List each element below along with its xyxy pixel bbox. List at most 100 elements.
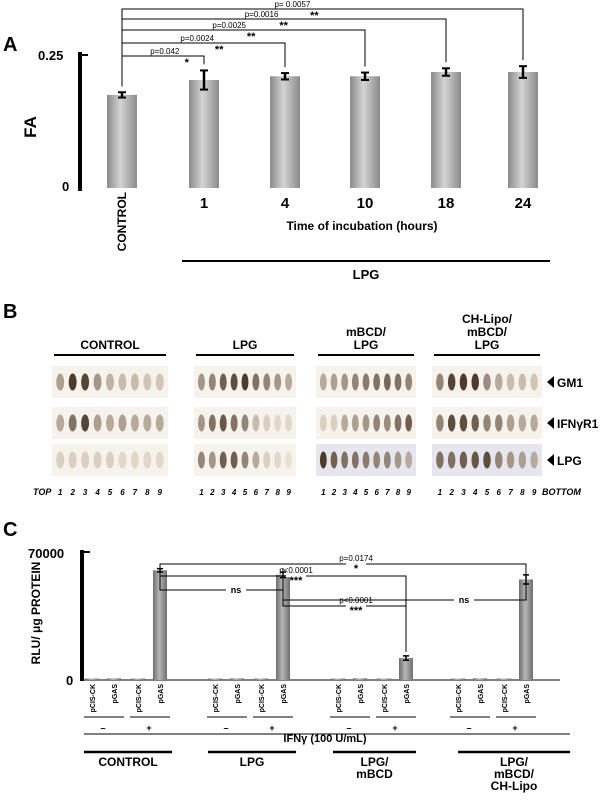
- panel-a-xtick: 10: [357, 195, 374, 212]
- panel-b-dot: [383, 373, 391, 391]
- panel-b-dot: [471, 451, 479, 469]
- panel-b-dot: [56, 451, 65, 469]
- panel-c: C RLU/ μg PROTEIN 70000 0 p=0.0174* p<0.0…: [3, 519, 570, 793]
- panel-b-dot: [106, 451, 114, 469]
- panel-a-sig-stars: **: [310, 10, 319, 22]
- panel-a-xtick: 4: [281, 195, 290, 212]
- panel-c-sig-stars: ns: [231, 585, 242, 595]
- panel-b-fraction: 7: [508, 488, 513, 497]
- panel-a-ytick-top: 0.25: [38, 48, 63, 63]
- panel-b-dot: [241, 451, 249, 469]
- panel-b-dot: [341, 451, 349, 469]
- panel-c-ifn-plus: +: [146, 723, 151, 733]
- panel-a-sig-pvalue: p=0.0025: [212, 21, 246, 30]
- panel-b-fraction: 4: [472, 488, 478, 497]
- panel-a-sig-stars: **: [247, 31, 256, 43]
- panel-b-dot: [130, 414, 139, 432]
- panel-b-dot: [81, 414, 90, 432]
- panel-a-bar: [107, 94, 137, 188]
- panel-c-bar: [331, 678, 345, 680]
- panel-c-bar: [473, 678, 487, 680]
- panel-b-dot: [241, 373, 249, 391]
- panel-b-fraction: 8: [520, 488, 525, 497]
- panel-c-treatment-label: IFNγ (100 U/mL): [283, 733, 366, 745]
- panel-b-fraction: 3: [83, 488, 88, 497]
- panel-b-dot: [93, 373, 102, 391]
- panel-c-xtick: pCIS-CK: [456, 684, 463, 712]
- panel-b-dot: [447, 451, 456, 469]
- panel-a-y-axis: [78, 52, 82, 191]
- panel-b-dot: [495, 414, 503, 432]
- panel-c-sig-pvalue: p=0.0174: [339, 554, 373, 563]
- panel-a-bars: [107, 65, 538, 188]
- panel-c-bar: [107, 678, 121, 680]
- panel-c-sig-gap: [346, 563, 366, 565]
- panel-c-group-label: CONTROL: [98, 755, 157, 769]
- panel-c-xtick: pGAS: [478, 684, 485, 704]
- panel-b-fraction: 1: [438, 488, 443, 497]
- panel-b-fraction: 2: [69, 488, 75, 497]
- panel-b-row-arrow: [547, 376, 554, 388]
- panel-a-bar: [350, 76, 380, 188]
- panel-b-row-labels: GM1 IFNγR1 LPG: [547, 376, 599, 468]
- panel-c-group-label: CH-Lipo: [491, 779, 538, 793]
- panel-c-xtick: pGAS: [158, 684, 165, 704]
- panel-c-sig-bracket: [282, 568, 527, 601]
- panel-b-dot: [285, 373, 293, 391]
- panel-a-xtick: 24: [515, 195, 532, 212]
- panel-c-bar: [85, 678, 99, 680]
- panel-c-bar: [451, 678, 465, 680]
- panel-b-dot: [68, 451, 77, 469]
- panel-b-dot: [351, 414, 359, 432]
- panel-b-fraction: 5: [243, 488, 248, 497]
- panel-b-fraction: 4: [94, 488, 100, 497]
- panel-b-dot: [81, 373, 90, 391]
- panel-b-fraction: 5: [108, 488, 113, 497]
- panel-a-bar: [508, 72, 538, 188]
- panel-b-row-arrow: [547, 454, 554, 466]
- panel-b-fraction: 3: [342, 488, 347, 497]
- panel-b-dot: [447, 414, 456, 432]
- panel-b-dot: [263, 373, 271, 391]
- panel-a-sig-bracket: [121, 29, 366, 87]
- panel-b-fraction: 2: [331, 488, 337, 497]
- panel-c-group-label: mBCD: [356, 767, 393, 781]
- panel-c-bar: [497, 678, 511, 680]
- panel-a-sig-stars: **: [215, 44, 224, 56]
- panel-c-bar: [399, 658, 413, 680]
- panel-b-label: B: [3, 301, 17, 323]
- panel-b-dot: [447, 373, 456, 391]
- panel-c-ifn-plus: +: [512, 723, 517, 733]
- panel-c-sig-stars: ns: [459, 595, 470, 605]
- panel-b-dot: [56, 373, 65, 391]
- panel-b-dot: [143, 451, 152, 469]
- panel-a-bar: [431, 72, 461, 188]
- panel-b-dot: [373, 451, 381, 469]
- panel-b-dot: [130, 451, 139, 469]
- panel-c-y-axis: [80, 550, 84, 681]
- panel-b-dot: [274, 373, 282, 391]
- panel-b-dot: [405, 414, 413, 432]
- panel-b-row-label: LPG: [557, 454, 582, 468]
- panel-b-dot: [436, 451, 444, 469]
- panel-b-dot: [341, 414, 349, 432]
- panel-c-xtick: pGAS: [404, 684, 411, 704]
- panel-b-dot: [252, 414, 260, 432]
- panel-b-dot: [530, 373, 538, 391]
- panel-b-dot: [263, 414, 271, 432]
- panel-c-xtick: pCIS-CK: [336, 684, 343, 712]
- panel-b-fraction: 7: [265, 488, 270, 497]
- panel-b-fraction: 1: [199, 488, 204, 497]
- panel-c-ylabel: RLU/ μg PROTEIN: [29, 562, 43, 665]
- panel-b-dot: [230, 451, 238, 469]
- panel-c-bar: [353, 678, 367, 680]
- panel-a-sig-pvalue: p=0.0016: [245, 10, 279, 19]
- panel-c-ytick-top: 70000: [28, 546, 64, 561]
- panel-b-dot: [518, 373, 527, 391]
- panel-b-dot: [230, 414, 238, 432]
- panel-c-group-label: LPG/: [500, 755, 529, 769]
- panel-a-xtick: 1: [200, 195, 208, 212]
- panel-c-ytick-zero: 0: [66, 673, 73, 688]
- panel-b-dot: [219, 373, 227, 391]
